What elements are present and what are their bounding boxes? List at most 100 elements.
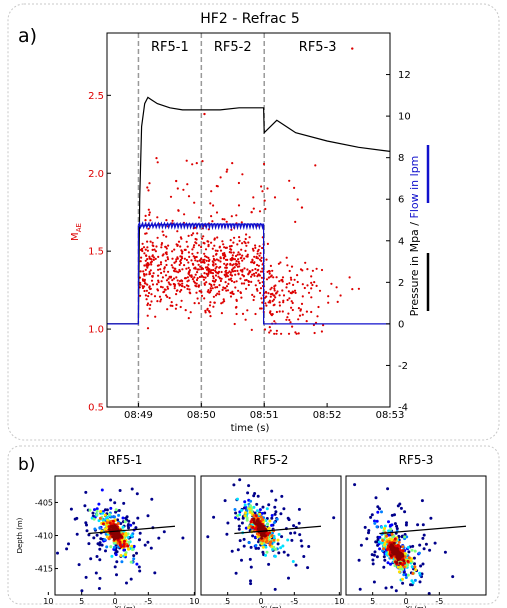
- ae-event-point: [235, 260, 238, 263]
- ae-event-point: [225, 273, 228, 276]
- ae-event-point: [263, 199, 266, 202]
- ae-event-point: [261, 190, 264, 193]
- ae-event-point: [223, 273, 226, 276]
- ae-event-point: [235, 264, 238, 267]
- ae-event-point: [224, 258, 228, 261]
- location-point: [401, 545, 405, 549]
- ae-event-point: [281, 310, 284, 313]
- ae-event-point: [223, 218, 226, 221]
- location-point: [359, 543, 363, 547]
- location-point: [237, 524, 241, 528]
- ae-event-point: [141, 242, 144, 245]
- location-point: [118, 489, 122, 492]
- ae-event-point: [174, 307, 177, 310]
- location-point: [259, 515, 263, 519]
- ae-event-point: [141, 247, 144, 250]
- ae-event-point: [310, 281, 313, 284]
- location-point: [238, 539, 242, 543]
- location-plot-frame: [345, 475, 487, 596]
- ae-event-point: [207, 245, 210, 248]
- ae-event-point: [201, 237, 204, 240]
- ae-event-point: [145, 298, 148, 301]
- chart-a-ylabel-left: MAE: [70, 223, 83, 241]
- chart-a-ylabel-right: Pressure in Mpa / Flow in lpm: [408, 156, 421, 317]
- ae-event-point: [279, 261, 282, 264]
- x-tick-label: 5: [370, 597, 375, 606]
- location-point: [244, 526, 248, 530]
- ae-event-point: [246, 309, 249, 312]
- location-point: [377, 540, 381, 544]
- ae-event-point: [211, 220, 214, 223]
- ae-event-point: [290, 265, 294, 268]
- location-point: [403, 552, 407, 555]
- location-point: [234, 511, 238, 515]
- location-point: [117, 509, 121, 512]
- location-point: [386, 540, 390, 544]
- ae-event-point: [281, 289, 284, 292]
- location-point: [247, 526, 251, 530]
- location-point: [275, 517, 279, 521]
- ae-event-point: [178, 280, 182, 283]
- ae-event-point: [289, 276, 292, 279]
- location-point: [87, 542, 91, 546]
- ae-event-point: [146, 186, 149, 189]
- ae-event-point: [194, 241, 197, 244]
- location-point: [258, 512, 262, 516]
- ae-event-point: [220, 277, 223, 280]
- ae-event-point: [150, 263, 153, 266]
- ae-event-point: [148, 255, 151, 258]
- location-point: [157, 536, 161, 540]
- ae-event-point: [348, 276, 351, 279]
- location-point: [262, 524, 266, 528]
- location-point: [248, 510, 252, 514]
- location-point: [398, 561, 402, 565]
- ae-event-point: [156, 289, 160, 292]
- ae-event-point: [320, 330, 323, 333]
- location-point: [406, 559, 410, 563]
- ae-event-point: [180, 299, 183, 302]
- location-point: [87, 533, 91, 537]
- ae-event-point: [191, 248, 194, 251]
- location-point: [225, 532, 229, 536]
- ae-event-point: [288, 318, 291, 322]
- ae-event-point: [183, 213, 186, 216]
- ae-event-point: [164, 245, 167, 248]
- ae-event-point: [255, 271, 258, 274]
- location-point: [383, 527, 386, 530]
- location-point: [404, 573, 408, 577]
- ae-event-point: [291, 301, 294, 305]
- ae-event-point: [149, 269, 152, 272]
- ae-event-point: [214, 267, 217, 270]
- ae-event-point: [183, 277, 187, 280]
- ae-event-point: [252, 272, 256, 275]
- well-trajectory-line: [379, 525, 467, 535]
- location-point: [378, 507, 381, 511]
- location-point: [245, 516, 249, 520]
- location-point: [243, 514, 247, 518]
- ae-event-point: [212, 295, 215, 298]
- location-point: [115, 573, 118, 577]
- ae-event-point: [170, 301, 173, 304]
- location-point: [135, 562, 139, 566]
- ae-event-point: [235, 312, 238, 316]
- ae-event-point: [268, 326, 271, 329]
- location-point: [380, 525, 384, 529]
- ae-event-point: [147, 291, 151, 295]
- ae-event-point: [277, 262, 280, 265]
- ae-event-point: [179, 305, 182, 309]
- ae-event-point: [260, 256, 263, 259]
- ae-event-point: [247, 273, 250, 276]
- ae-event-point: [293, 186, 296, 189]
- location-point: [375, 525, 379, 529]
- ae-event-point: [287, 290, 290, 293]
- ae-event-point: [263, 328, 267, 331]
- well-trajectory-line: [234, 525, 322, 535]
- ae-event-point: [233, 258, 237, 261]
- ae-event-point: [147, 208, 150, 211]
- ae-event-point: [232, 257, 235, 260]
- ae-event-point: [260, 307, 263, 310]
- location-point: [403, 510, 407, 514]
- ae-event-point: [251, 269, 254, 272]
- ae-event-point: [297, 332, 300, 335]
